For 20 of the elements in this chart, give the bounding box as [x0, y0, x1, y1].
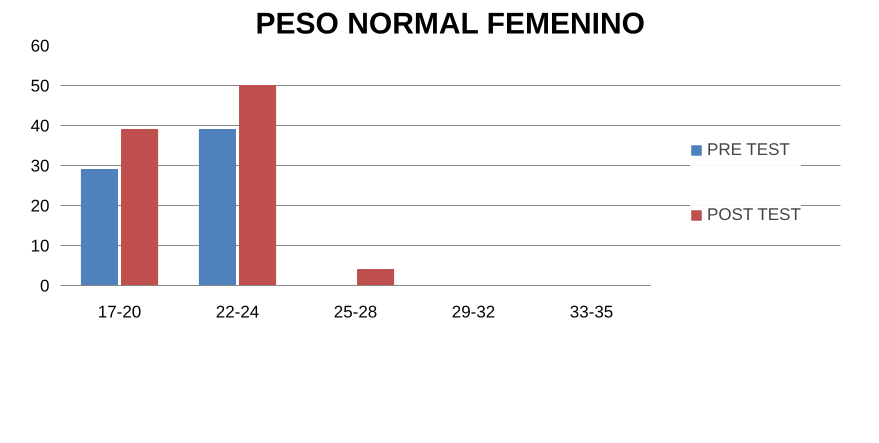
legend-label: POST TEST: [707, 205, 801, 225]
chart-title: PESO NORMAL FEMENINO: [255, 8, 645, 40]
x-tick-label: 22-24: [216, 302, 260, 322]
y-tick-label: 30: [30, 156, 50, 176]
y-tick-label: 50: [30, 76, 50, 96]
x-tick-label: 25-28: [334, 302, 378, 322]
bar: [239, 85, 276, 286]
bar: [80, 169, 118, 286]
bar: [357, 269, 394, 286]
y-tick-label: 40: [30, 116, 50, 136]
bar: [121, 129, 158, 286]
y-tick-label: 0: [40, 276, 50, 296]
legend-label: PRE TEST: [707, 140, 790, 160]
y-tick-label: 60: [30, 36, 50, 56]
x-tick-label: 17-20: [98, 302, 142, 322]
y-tick-label: 10: [30, 236, 50, 256]
x-tick-label: 33-35: [570, 302, 614, 322]
y-tick-label: 20: [30, 196, 50, 216]
x-tick-label: 29-32: [452, 302, 496, 322]
bar: [198, 129, 236, 286]
